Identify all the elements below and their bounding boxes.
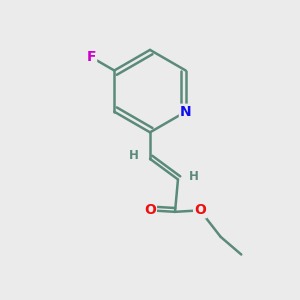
Text: H: H [189,170,199,183]
Text: O: O [144,203,156,218]
Text: F: F [87,50,96,64]
Text: O: O [194,203,206,218]
Text: N: N [180,105,191,119]
Text: H: H [129,149,139,162]
